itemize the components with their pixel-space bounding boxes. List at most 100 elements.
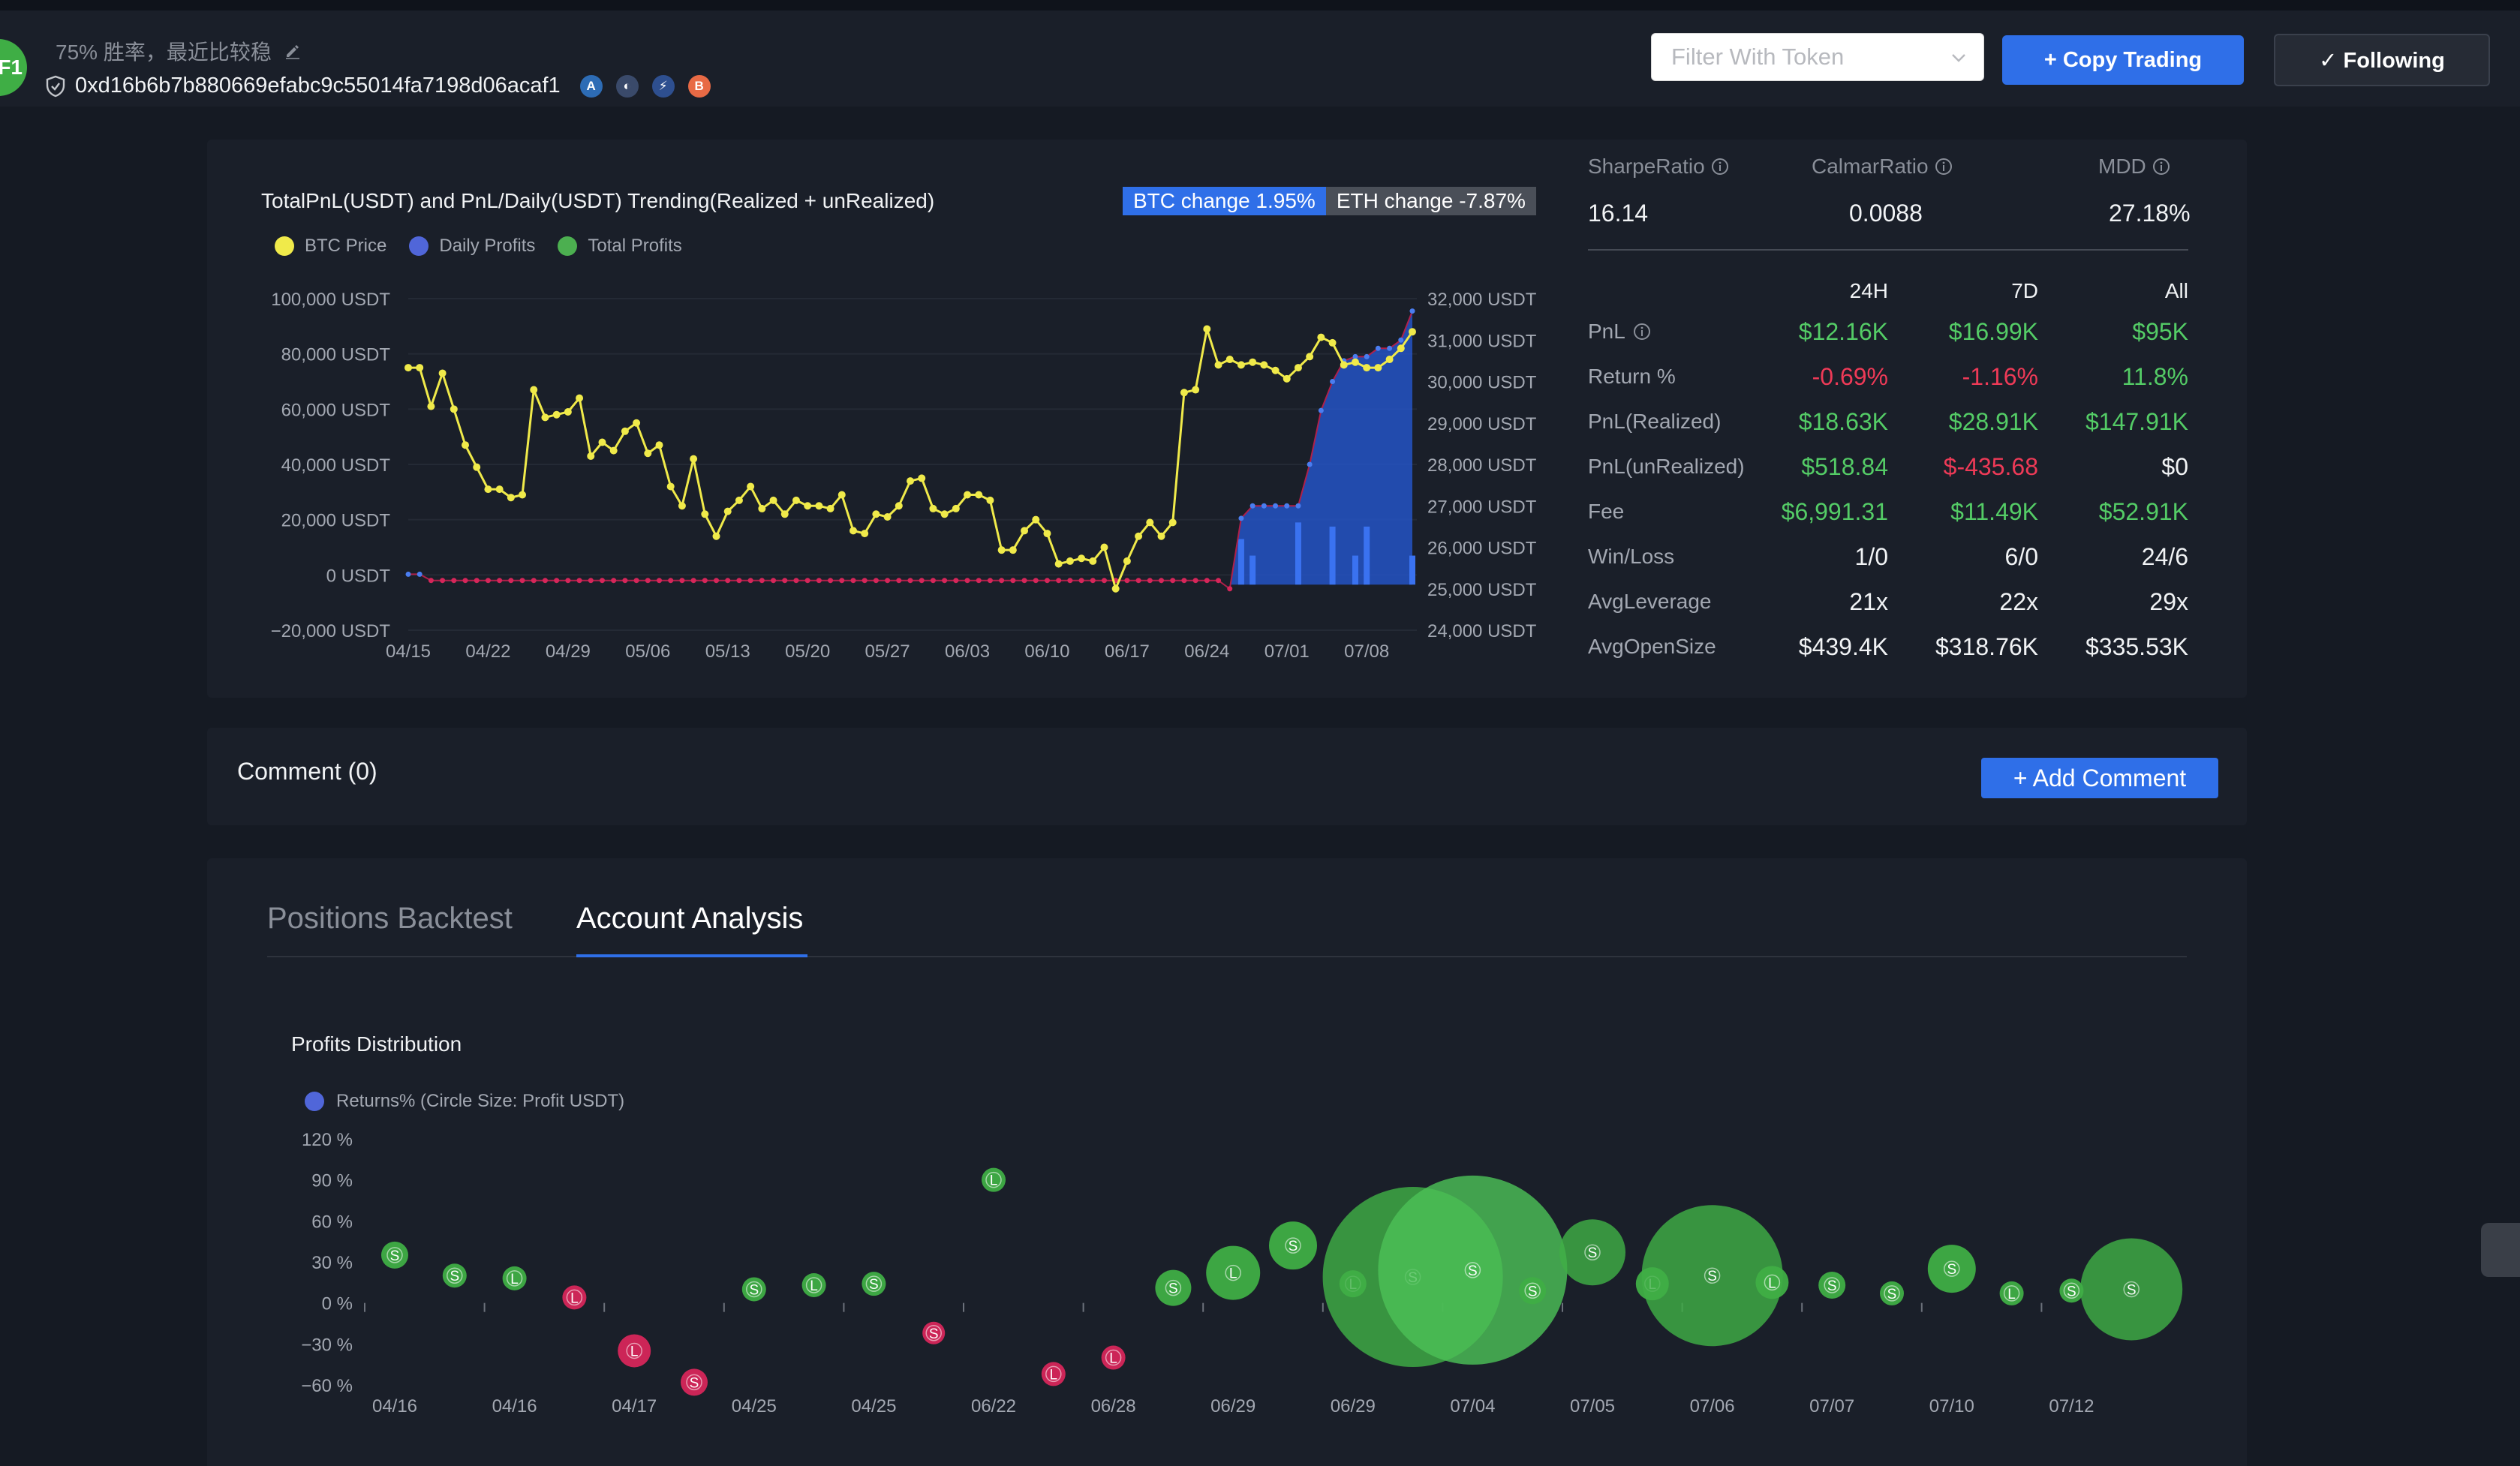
stats-cell: $12.16K (1798, 318, 1888, 345)
legend-dot (275, 236, 294, 256)
stats-row-label-text: Win/Loss (1588, 545, 1675, 568)
stats-row-label: PnL(unRealized) (1588, 455, 1745, 479)
chart-legend: BTC Price Daily Profits Total Profits (275, 236, 682, 257)
stats-row-label-text: PnL(Realized) (1588, 410, 1722, 433)
stats-cell: 29x (2149, 588, 2188, 615)
chart-title: TotalPnL(USDT) and PnL/Daily(USDT) Trend… (261, 189, 935, 212)
legend-daily-profits[interactable]: Daily Profits (409, 236, 535, 257)
stats-row-label: PnL (1588, 320, 1651, 344)
stats-cell: $318.76K (1935, 633, 2038, 660)
stats-cell: -1.16% (1962, 363, 2038, 390)
calmar-label-text: CalmarRatio (1812, 155, 1929, 178)
mdd-label-text: MDD (2098, 155, 2146, 178)
analysis-panel (207, 858, 2247, 1466)
sharpe-ratio-label: SharpeRatio (1588, 155, 1729, 179)
info-icon[interactable] (2152, 158, 2170, 176)
stats-cell: $518.84 (1801, 453, 1888, 480)
chain-icons: A ◐ ⚡ B (577, 74, 711, 98)
copy-trading-button[interactable]: + Copy Trading (2002, 35, 2244, 85)
stats-row-label: PnL(Realized) (1588, 410, 1721, 434)
side-drawer-handle[interactable] (2481, 1223, 2520, 1277)
stats-row-label: Return % (1588, 365, 1676, 389)
stats-cell: 24/6 (2141, 543, 2188, 570)
legend-label: Daily Profits (439, 236, 536, 256)
comment-title: Comment (0) (237, 758, 377, 785)
legend-dot (305, 1092, 324, 1111)
address-row: 0xd16b6b7b880669efabc9c55014fa7198d06aca… (45, 74, 711, 98)
trader-nickname: 75% 胜率，最近比较稳 (56, 36, 302, 66)
stats-row-label: AvgLeverage (1588, 590, 1712, 614)
mdd-label: MDD (2098, 155, 2170, 179)
add-comment-button[interactable]: + Add Comment (1981, 758, 2218, 798)
wallet-address[interactable]: 0xd16b6b7b880669efabc9c55014fa7198d06aca… (75, 74, 561, 98)
stats-cell: $147.91K (2085, 408, 2188, 435)
stats-cell: $0 (2161, 453, 2188, 480)
avatar: F1 (0, 39, 27, 96)
stats-row-label: AvgOpenSize (1588, 635, 1716, 659)
top-strip (0, 0, 2520, 11)
stats-row-label-text: AvgLeverage (1588, 590, 1712, 613)
stats-row-label-text: PnL(unRealized) (1588, 455, 1745, 478)
sharpe-label-text: SharpeRatio (1588, 155, 1705, 178)
base-icon: ◐ (615, 74, 639, 98)
stats-row-label-text: Fee (1588, 500, 1625, 523)
tab-positions-backtest[interactable]: Positions Backtest (267, 902, 513, 935)
info-icon[interactable] (1935, 158, 1953, 176)
stats-cell: -0.69% (1812, 363, 1888, 390)
edit-icon[interactable] (284, 42, 302, 60)
change-badges: BTC change 1.95% ETH change -7.87% (1123, 187, 1536, 215)
col-all: All (2164, 279, 2188, 302)
stats-row-label: Fee (1588, 500, 1624, 524)
stats-divider (1588, 249, 2188, 251)
stats-cell: 22x (1999, 588, 2038, 615)
stats-cell: $439.4K (1798, 633, 1888, 660)
stats-cell: $28.91K (1948, 408, 2038, 435)
stats-row-label: Win/Loss (1588, 545, 1674, 569)
legend-dot (558, 236, 578, 256)
stats-cell: $95K (2132, 318, 2188, 345)
profits-distribution-title: Profits Distribution (291, 1032, 462, 1056)
stats-row-label-text: AvgOpenSize (1588, 635, 1716, 658)
legend-label: BTC Price (305, 236, 387, 256)
tab-account-analysis[interactable]: Account Analysis (576, 902, 804, 935)
col-24h: 24H (1849, 279, 1888, 302)
comment-panel (207, 728, 2247, 825)
calmar-ratio-label: CalmarRatio (1812, 155, 1953, 179)
stats-cell: $52.91K (2098, 498, 2188, 525)
stats-cell: $6,991.31 (1781, 498, 1888, 525)
stats-row-label-text: PnL (1588, 320, 1625, 343)
stats-cell: 1/0 (1854, 543, 1888, 570)
legend-label: Total Profits (588, 236, 682, 256)
sharpe-ratio-value: 16.14 (1588, 200, 1649, 227)
mdd-value: 27.18% (2109, 200, 2191, 227)
arbitrum-icon: A (579, 74, 603, 98)
optimism-icon: ⚡ (651, 74, 675, 98)
nickname-text: 75% 胜率，最近比较稳 (56, 41, 272, 64)
info-icon[interactable] (1633, 323, 1651, 341)
legend-dot (409, 236, 429, 256)
stats-cell: $335.53K (2085, 633, 2188, 660)
stats-cell: $18.63K (1798, 408, 1888, 435)
active-tab-indicator (576, 954, 807, 957)
following-button[interactable]: ✓ Following (2274, 34, 2490, 86)
stats-cell: 21x (1849, 588, 1888, 615)
tabs-divider (267, 956, 2187, 957)
bitcoin-icon: B (687, 74, 711, 98)
stats-cell: $16.99K (1948, 318, 2038, 345)
eth-change-badge[interactable]: ETH change -7.87% (1325, 187, 1536, 215)
info-icon[interactable] (1711, 158, 1729, 176)
stats-cell: 11.8% (2122, 363, 2188, 390)
chevron-down-icon (1952, 54, 1965, 62)
distribution-legend[interactable]: Returns% (Circle Size: Profit USDT) (305, 1091, 624, 1112)
calmar-ratio-value: 0.0088 (1849, 200, 1923, 227)
legend-btc-price[interactable]: BTC Price (275, 236, 386, 257)
stats-cell: $11.49K (1950, 498, 2038, 525)
token-filter-placeholder: Filter With Token (1671, 44, 1845, 70)
avatar-text: F1 (0, 56, 23, 79)
token-filter-select[interactable]: Filter With Token (1651, 33, 1984, 81)
legend-label: Returns% (Circle Size: Profit USDT) (336, 1091, 625, 1111)
stats-cell: $-435.68 (1943, 453, 2038, 480)
btc-change-badge[interactable]: BTC change 1.95% (1123, 187, 1326, 215)
stats-cell: 6/0 (2004, 543, 2038, 570)
legend-total-profits[interactable]: Total Profits (558, 236, 682, 257)
